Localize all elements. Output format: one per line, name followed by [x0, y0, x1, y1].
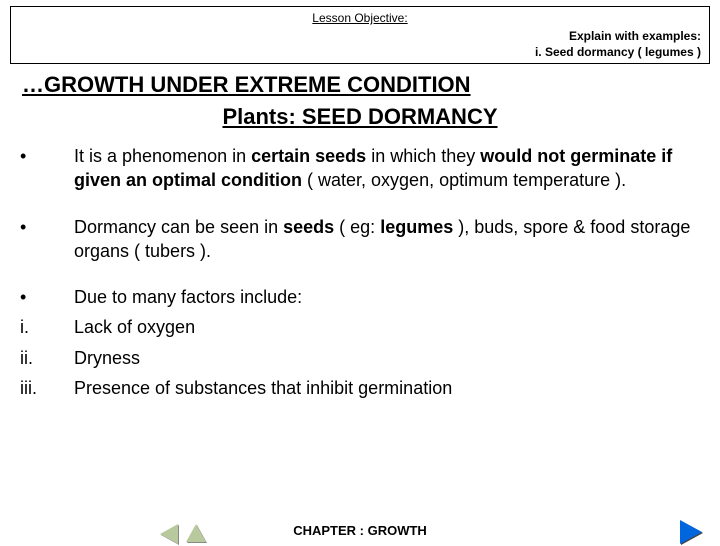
nav-left-group — [160, 524, 206, 544]
bullet-row: •Due to many factors include: — [20, 285, 700, 309]
header-right-text: Explain with examples: i. Seed dormancy … — [535, 29, 701, 60]
bold-text: seeds — [283, 217, 334, 237]
bullet-text: Dryness — [74, 346, 700, 370]
bullet-row: •Dormancy can be seen in seeds ( eg: leg… — [20, 215, 700, 264]
plain-text: Dryness — [74, 348, 140, 368]
bullet-text: It is a phenomenon in certain seeds in w… — [74, 144, 700, 193]
plain-text: Due to many factors include: — [74, 287, 302, 307]
plain-text: ( eg: — [334, 217, 380, 237]
bullet-text: Presence of substances that inhibit germ… — [74, 376, 700, 400]
footer: CHAPTER : GROWTH — [0, 523, 720, 538]
plain-text: Lack of oxygen — [74, 317, 195, 337]
bullet-row: ii.Dryness — [20, 346, 700, 370]
header-right-line1: Explain with examples: — [535, 29, 701, 45]
bold-text: legumes — [380, 217, 453, 237]
bullet-marker: ii. — [20, 346, 74, 370]
bold-text: certain seeds — [251, 146, 366, 166]
header-box: Lesson Objective: Explain with examples:… — [10, 6, 710, 64]
bullet-marker: • — [20, 285, 74, 309]
bullet-marker: • — [20, 144, 74, 193]
nav-prev-icon[interactable] — [160, 524, 178, 544]
content-area: •It is a phenomenon in certain seeds in … — [0, 144, 720, 400]
plain-text: It is a phenomenon in — [74, 146, 251, 166]
main-title: …GROWTH UNDER EXTREME CONDITION — [22, 72, 720, 98]
bullet-row: •It is a phenomenon in certain seeds in … — [20, 144, 700, 193]
plain-text: Dormancy can be seen in — [74, 217, 283, 237]
bullet-row: iii.Presence of substances that inhibit … — [20, 376, 700, 400]
plain-text: Presence of substances that inhibit germ… — [74, 378, 452, 398]
sub-title: Plants: SEED DORMANCY — [0, 104, 720, 130]
plain-text: ( water, oxygen, optimum temperature ). — [302, 170, 626, 190]
header-right-line2: i. Seed dormancy ( legumes ) — [535, 45, 701, 61]
bullet-marker: • — [20, 215, 74, 264]
bullet-row: i.Lack of oxygen — [20, 315, 700, 339]
bullet-marker: i. — [20, 315, 74, 339]
bullet-text: Dormancy can be seen in seeds ( eg: legu… — [74, 215, 700, 264]
lesson-objective-label: Lesson Objective: — [19, 11, 701, 25]
footer-label: CHAPTER : GROWTH — [293, 523, 427, 538]
nav-right-group — [680, 520, 702, 544]
nav-up-icon[interactable] — [186, 524, 206, 542]
bullet-text: Due to many factors include: — [74, 285, 700, 309]
nav-next-icon[interactable] — [680, 520, 702, 544]
bullet-text: Lack of oxygen — [74, 315, 700, 339]
bullet-marker: iii. — [20, 376, 74, 400]
plain-text: in which they — [366, 146, 480, 166]
